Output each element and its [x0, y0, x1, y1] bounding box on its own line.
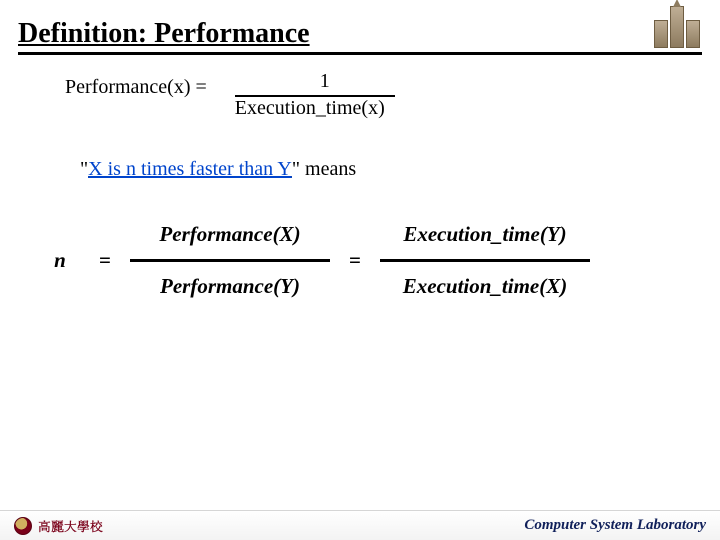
eq1-lhs: Performance(x) =: [65, 70, 207, 99]
page-title: Definition: Performance: [18, 18, 310, 49]
phrase-post: " means: [292, 158, 356, 180]
university-crest-icon: [14, 517, 32, 535]
lab-name: Computer System Laboratory: [524, 517, 706, 534]
eq2-perf-y: Performance(Y): [156, 272, 304, 301]
phrase-link: X is n times faster than Y: [88, 158, 292, 180]
fraction-line: [130, 259, 330, 262]
eq2-execution-fraction: Execution_time(Y) Execution_time(X): [380, 220, 590, 301]
university-name: 高麗大學校: [38, 516, 103, 535]
fraction-line: [380, 259, 590, 262]
eq2-n: n: [40, 248, 80, 273]
eq2-equals-2: =: [330, 248, 380, 273]
equation-performance-definition: Performance(x) = 1 Execution_time(x): [65, 70, 395, 120]
eq1-denominator: Execution_time(x): [235, 97, 395, 120]
eq2-equals-1: =: [80, 248, 130, 273]
eq2-perf-x: Performance(X): [155, 220, 304, 249]
title-bar: Definition: Performance: [18, 18, 702, 55]
eq2-performance-fraction: Performance(X) Performance(Y): [130, 220, 330, 301]
footer-left: 高麗大學校: [14, 516, 103, 535]
eq2-exec-x: Execution_time(X): [399, 272, 572, 301]
open-quote: ": [80, 158, 88, 180]
footer: 高麗大學校 Computer System Laboratory: [0, 510, 720, 540]
eq1-numerator: 1: [255, 70, 395, 93]
equation-speedup: n = Performance(X) Performance(Y) = Exec…: [40, 220, 700, 301]
phrase-n-times-faster: "X is n times faster than Y" means: [80, 158, 356, 181]
eq2-exec-y: Execution_time(Y): [399, 220, 570, 249]
